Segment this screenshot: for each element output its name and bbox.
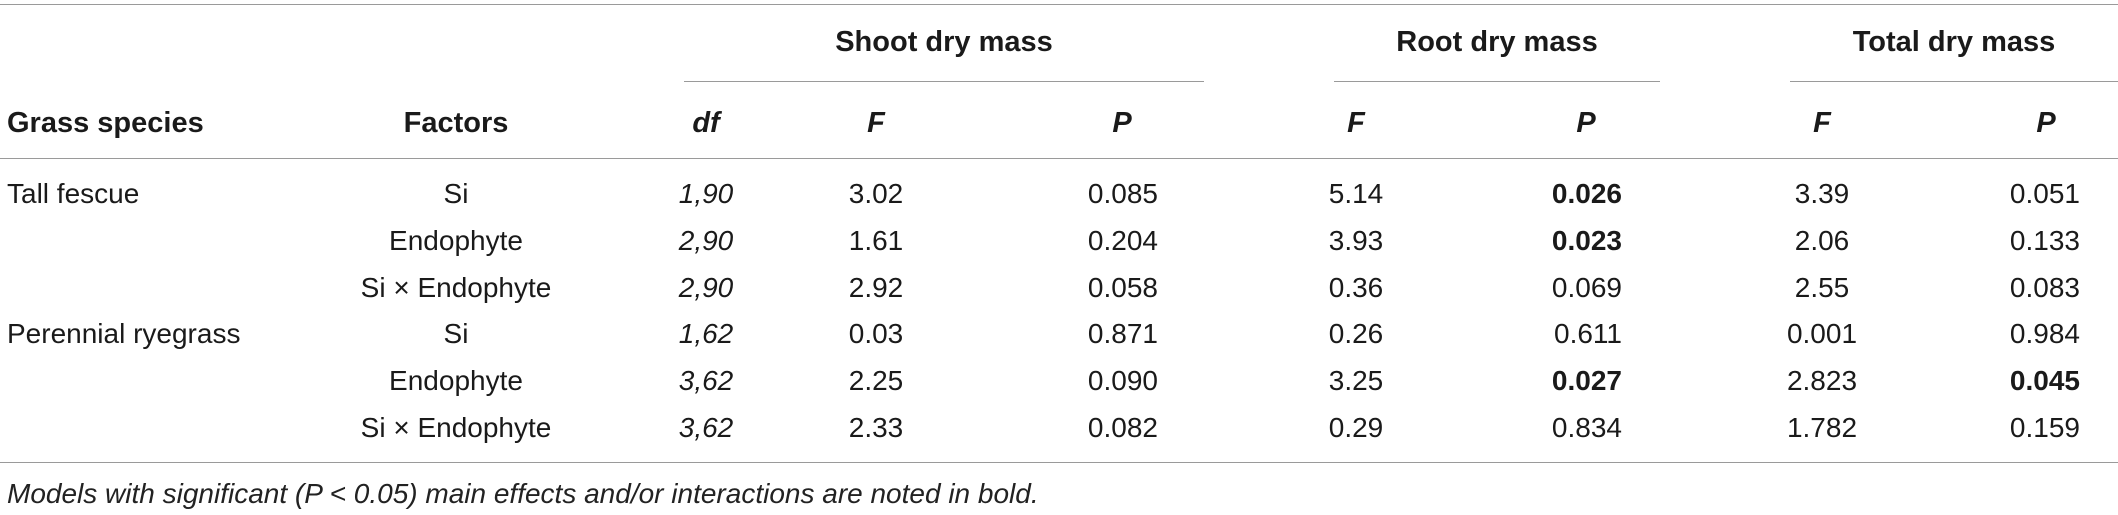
root-f-cell: 0.36 [1328,272,1384,303]
root-f-cell: 3.25 [1328,365,1384,396]
shoot-p-cell: 0.082 [1087,412,1158,443]
factor-cell: Si × Endophyte [360,272,552,303]
root-p-cell: 0.069 [1551,272,1622,303]
root-f-cell: 0.29 [1328,412,1384,443]
total-p-cell: 0.159 [2009,412,2080,443]
total-f-cell: 1.782 [1786,412,1858,443]
species-cell: Perennial ryegrass [7,318,241,349]
df-cell: 3,62 [678,365,734,396]
df-cell: 1,62 [678,318,734,349]
column-header-shoot-p: P [1112,107,1132,139]
total-p-cell: 0.045 [2009,365,2080,396]
df-cell: 2,90 [678,225,734,256]
df-cell: 3,62 [678,412,734,443]
root-p-cell: 0.023 [1551,225,1622,256]
shoot-p-cell: 0.871 [1087,318,1158,349]
total-p-cell: 0.984 [2009,318,2080,349]
table-bottom-rule [0,462,2118,463]
species-cell: Tall fescue [7,178,140,209]
shoot-p-cell: 0.204 [1087,225,1158,256]
shoot-p-cell: 0.090 [1087,365,1158,396]
table-footnote: Models with significant (P < 0.05) main … [7,478,1039,509]
factor-cell: Si [443,178,469,209]
root-p-cell: 0.026 [1551,178,1622,209]
shoot-f-cell: 2.25 [848,365,904,396]
root-p-cell: 0.027 [1551,365,1622,396]
factor-cell: Si × Endophyte [360,412,552,443]
factor-cell: Si [443,318,469,349]
column-header-factors: Factors [403,107,509,139]
total-f-cell: 2.823 [1786,365,1858,396]
root-p-cell: 0.611 [1554,318,1622,349]
group-heading-total: Total dry mass [1852,26,2056,58]
shoot-p-cell: 0.058 [1087,272,1158,303]
column-header-root-p: P [1576,107,1596,139]
factor-cell: Endophyte [389,225,523,256]
total-p-cell: 0.051 [2009,178,2080,209]
total-f-cell: 2.06 [1794,225,1850,256]
root-f-cell: 3.93 [1328,225,1384,256]
shoot-f-cell: 2.33 [848,412,904,443]
header-bottom-rule [0,158,2118,159]
group-underline-root [1334,81,1660,82]
root-p-cell: 0.834 [1551,412,1622,443]
group-heading-shoot: Shoot dry mass [835,26,1053,58]
table-top-rule [0,4,2118,5]
column-header-shoot-f: F [867,107,885,139]
total-f-cell: 0.001 [1786,318,1858,349]
shoot-f-cell: 1.61 [848,225,904,256]
column-header-df: df [692,107,720,139]
group-underline-shoot [684,81,1204,82]
shoot-p-cell: 0.085 [1087,178,1158,209]
root-f-cell: 5.14 [1328,178,1384,209]
shoot-f-cell: 0.03 [848,318,904,349]
shoot-f-cell: 2.92 [848,272,904,303]
column-header-total-p: P [2036,107,2056,139]
root-f-cell: 0.26 [1328,318,1384,349]
column-header-species: Grass species [7,107,204,139]
total-p-cell: 0.083 [2009,272,2080,303]
total-f-cell: 3.39 [1794,178,1850,209]
shoot-f-cell: 3.02 [848,178,904,209]
column-header-root-f: F [1347,107,1365,139]
group-underline-total [1790,81,2118,82]
column-header-total-f: F [1813,107,1831,139]
factor-cell: Endophyte [389,365,523,396]
df-cell: 2,90 [678,272,734,303]
df-cell: 1,90 [678,178,734,209]
group-heading-root: Root dry mass [1396,26,1598,58]
total-p-cell: 0.133 [2009,225,2080,256]
total-f-cell: 2.55 [1794,272,1850,303]
